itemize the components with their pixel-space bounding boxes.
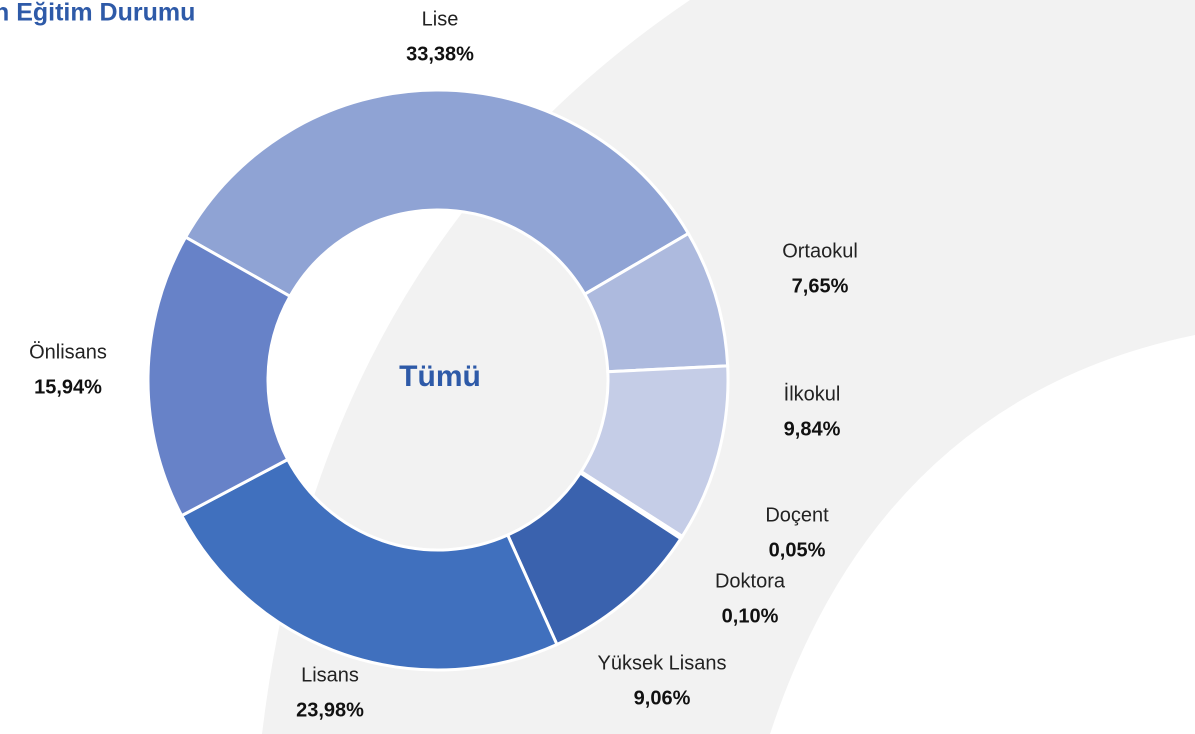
category-label: Doktora: [715, 570, 786, 592]
value-label: 9,84%: [784, 418, 841, 440]
value-label: 9,06%: [634, 687, 691, 709]
slice: [179, 457, 559, 672]
value-label: 15,94%: [34, 376, 102, 398]
category-label: Ortaokul: [782, 240, 858, 262]
value-label: 7,65%: [792, 275, 849, 297]
chart-title: n Eğitim Durumu: [0, 0, 195, 27]
slice: [146, 235, 293, 518]
category-label: Lisans: [301, 664, 359, 686]
category-label: Doçent: [765, 504, 829, 526]
value-label: 23,98%: [296, 699, 364, 721]
category-label: İlkokul: [784, 382, 841, 405]
category-label: Lise: [422, 8, 459, 30]
value-label: 0,10%: [722, 605, 779, 627]
center-label: Tümü: [399, 360, 481, 393]
slice: [183, 88, 691, 299]
value-label: 0,05%: [769, 539, 826, 561]
category-label: Önlisans: [29, 341, 107, 363]
slices: [146, 88, 730, 672]
category-label: Yüksek Lisans: [598, 652, 727, 674]
value-label: 33,38%: [406, 43, 474, 65]
